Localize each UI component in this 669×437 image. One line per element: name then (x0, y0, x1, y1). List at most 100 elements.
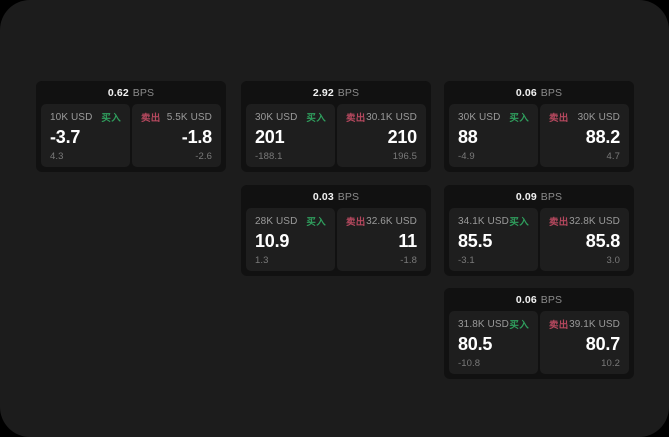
quote-card-card-2-0[interactable]: 0.06 BPS 30K USD 买入 88 -4.9 卖出 30K USD 8… (444, 81, 634, 172)
buy-delta: -3.1 (458, 254, 475, 266)
sell-size-label: 32.8K USD (569, 215, 620, 227)
card-body: 34.1K USD 买入 85.5 -3.1 卖出 32.8K USD 85.8… (449, 208, 629, 271)
buy-size-label: 28K USD (255, 215, 298, 227)
card-header: 0.62 BPS (36, 81, 226, 104)
sell-panel-header: 卖出 30.1K USD (346, 111, 417, 125)
bps-unit-label: BPS (540, 86, 563, 99)
sell-panel-header: 卖出 39.1K USD (549, 318, 620, 332)
buy-size-label: 10K USD (50, 111, 93, 123)
sell-action-label: 卖出 (549, 113, 569, 124)
sell-panel-header: 卖出 32.6K USD (346, 215, 417, 229)
buy-panel-header: 31.8K USD 买入 (458, 318, 529, 332)
card-body: 28K USD 买入 10.9 1.3 卖出 32.6K USD 11 -1.8 (246, 208, 426, 271)
buy-size-label: 30K USD (458, 111, 501, 123)
card-header: 0.06 BPS (444, 81, 634, 104)
bps-unit-label: BPS (337, 190, 360, 203)
buy-delta: -4.9 (458, 150, 475, 162)
buy-panel-header: 28K USD 买入 (255, 215, 326, 229)
buy-action-label: 买入 (101, 113, 121, 124)
sell-delta: -1.8 (400, 254, 417, 266)
buy-panel[interactable]: 30K USD 买入 201 -188.1 (246, 104, 335, 167)
buy-price: 201 (255, 126, 285, 147)
buy-panel[interactable]: 31.8K USD 买入 80.5 -10.8 (449, 311, 538, 374)
card-body: 10K USD 买入 -3.7 4.3 卖出 5.5K USD -1.8 -2.… (41, 104, 221, 167)
sell-panel[interactable]: 卖出 32.6K USD 11 -1.8 (337, 208, 426, 271)
buy-action-label: 买入 (509, 113, 529, 124)
buy-panel-header: 30K USD 买入 (458, 111, 529, 125)
bps-value: 2.92 (312, 86, 334, 99)
bps-unit-label: BPS (540, 190, 563, 203)
sell-panel[interactable]: 卖出 30.1K USD 210 196.5 (337, 104, 426, 167)
sell-panel-header: 卖出 5.5K USD (141, 111, 212, 125)
sell-action-label: 卖出 (346, 217, 366, 228)
bps-value: 0.03 (312, 190, 334, 203)
quote-card-card-2-2[interactable]: 0.06 BPS 31.8K USD 买入 80.5 -10.8 卖出 39.1… (444, 288, 634, 379)
sell-size-label: 39.1K USD (569, 318, 620, 330)
buy-panel[interactable]: 30K USD 买入 88 -4.9 (449, 104, 538, 167)
sell-price: -1.8 (181, 126, 212, 147)
buy-price: 10.9 (255, 230, 290, 251)
sell-delta: 10.2 (601, 357, 620, 369)
sell-action-label: 卖出 (549, 217, 569, 228)
buy-price: 80.5 (458, 333, 493, 354)
sell-action-label: 卖出 (549, 320, 569, 331)
buy-panel-header: 10K USD 买入 (50, 111, 121, 125)
bps-value: 0.09 (515, 190, 537, 203)
sell-panel[interactable]: 卖出 30K USD 88.2 4.7 (540, 104, 629, 167)
buy-panel-header: 30K USD 买入 (255, 111, 326, 125)
bps-unit-label: BPS (540, 293, 563, 306)
buy-panel[interactable]: 34.1K USD 买入 85.5 -3.1 (449, 208, 538, 271)
buy-panel[interactable]: 28K USD 买入 10.9 1.3 (246, 208, 335, 271)
buy-price: -3.7 (50, 126, 81, 147)
buy-delta: 1.3 (255, 254, 269, 266)
sell-price: 11 (398, 230, 417, 251)
buy-panel-header: 34.1K USD 买入 (458, 215, 529, 229)
bps-value: 0.62 (107, 86, 129, 99)
card-header: 0.06 BPS (444, 288, 634, 311)
buy-action-label: 买入 (306, 217, 326, 228)
card-body: 30K USD 买入 201 -188.1 卖出 30.1K USD 210 1… (246, 104, 426, 167)
quote-card-card-1-0[interactable]: 2.92 BPS 30K USD 买入 201 -188.1 卖出 30.1K … (241, 81, 431, 172)
buy-size-label: 30K USD (255, 111, 298, 123)
sell-panel-header: 卖出 30K USD (549, 111, 620, 125)
quote-card-card-1-1[interactable]: 0.03 BPS 28K USD 买入 10.9 1.3 卖出 32.6K US… (241, 185, 431, 276)
bps-value: 0.06 (515, 86, 537, 99)
card-header: 0.03 BPS (241, 185, 431, 208)
buy-price: 88 (458, 126, 478, 147)
buy-delta: -188.1 (255, 150, 283, 162)
card-header: 2.92 BPS (241, 81, 431, 104)
sell-panel[interactable]: 卖出 32.8K USD 85.8 3.0 (540, 208, 629, 271)
bps-unit-label: BPS (337, 86, 360, 99)
sell-delta: -2.6 (195, 150, 212, 162)
sell-panel[interactable]: 卖出 5.5K USD -1.8 -2.6 (132, 104, 221, 167)
sell-delta: 196.5 (392, 150, 417, 162)
buy-action-label: 买入 (509, 320, 529, 331)
sell-action-label: 卖出 (346, 113, 366, 124)
sell-panel[interactable]: 卖出 39.1K USD 80.7 10.2 (540, 311, 629, 374)
quote-card-card-0-0[interactable]: 0.62 BPS 10K USD 买入 -3.7 4.3 卖出 5.5K USD… (36, 81, 226, 172)
sell-price: 88.2 (585, 126, 620, 147)
buy-action-label: 买入 (306, 113, 326, 124)
sell-panel-header: 卖出 32.8K USD (549, 215, 620, 229)
sell-size-label: 32.6K USD (366, 215, 417, 227)
sell-price: 80.7 (585, 333, 620, 354)
sell-price: 210 (387, 126, 418, 147)
card-body: 30K USD 买入 88 -4.9 卖出 30K USD 88.2 4.7 (449, 104, 629, 167)
sell-price: 85.8 (585, 230, 620, 251)
bps-unit-label: BPS (132, 86, 155, 99)
sell-action-label: 卖出 (141, 113, 161, 124)
buy-panel[interactable]: 10K USD 买入 -3.7 4.3 (41, 104, 130, 167)
card-header: 0.09 BPS (444, 185, 634, 208)
buy-delta: -10.8 (458, 357, 481, 369)
buy-price: 85.5 (458, 230, 493, 251)
buy-size-label: 31.8K USD (458, 318, 509, 330)
buy-delta: 4.3 (50, 150, 64, 162)
sell-delta: 3.0 (606, 254, 620, 266)
quote-card-grid: 0.62 BPS 10K USD 买入 -3.7 4.3 卖出 5.5K USD… (36, 81, 636, 391)
bps-value: 0.06 (515, 293, 537, 306)
buy-action-label: 买入 (509, 217, 529, 228)
sell-size-label: 5.5K USD (166, 111, 212, 123)
quote-card-card-2-1[interactable]: 0.09 BPS 34.1K USD 买入 85.5 -3.1 卖出 32.8K… (444, 185, 634, 276)
sell-delta: 4.7 (606, 150, 620, 162)
